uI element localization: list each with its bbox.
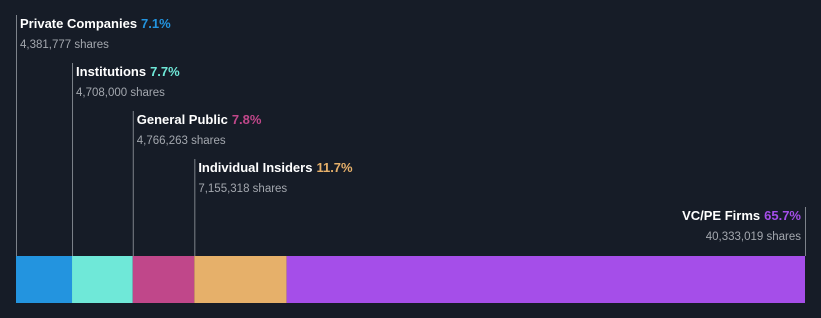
owner-name: Institutions — [76, 64, 146, 79]
owner-name: Individual Insiders — [198, 160, 312, 175]
owner-percent: 7.1% — [141, 16, 171, 31]
owner-label: VC/PE Firms 65.7% — [682, 208, 801, 223]
bar-segment — [286, 256, 805, 303]
bar-segment — [132, 256, 195, 303]
owner-name: Private Companies — [20, 16, 137, 31]
owner-shares: 7,155,318 shares — [198, 183, 287, 195]
owner-label: Institutions 7.7% — [76, 64, 180, 79]
owner-percent: 7.8% — [232, 112, 262, 127]
owner-label: Individual Insiders 11.7% — [198, 160, 353, 175]
owner-shares: 4,381,777 shares — [20, 39, 109, 51]
owner-percent: 11.7% — [316, 160, 353, 175]
owner-label: General Public 7.8% — [137, 112, 262, 127]
bar-segment — [194, 256, 287, 303]
owner-name: VC/PE Firms — [682, 208, 760, 223]
owner-label: Private Companies 7.1% — [20, 16, 171, 31]
owner-percent: 7.7% — [150, 64, 180, 79]
owner-percent: 65.7% — [764, 208, 801, 223]
owner-shares: 40,333,019 shares — [706, 231, 802, 243]
owner-shares: 4,708,000 shares — [76, 87, 165, 99]
owner-name: General Public — [137, 112, 228, 127]
bar-segment — [72, 256, 133, 303]
bar-segment — [16, 256, 73, 303]
owner-shares: 4,766,263 shares — [137, 135, 226, 147]
